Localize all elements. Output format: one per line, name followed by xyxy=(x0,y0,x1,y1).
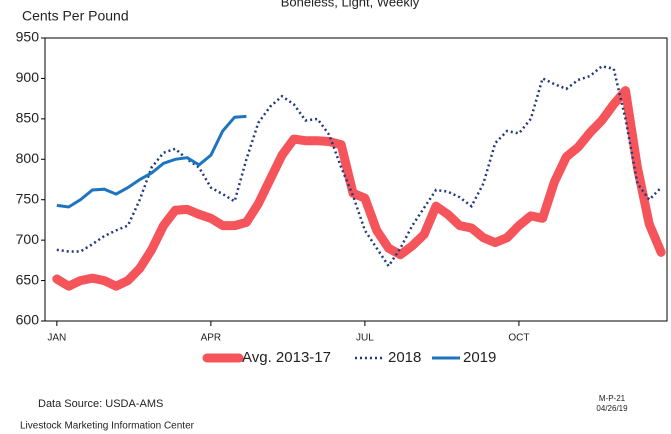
y-tick-label: 950 xyxy=(16,29,40,45)
y-tick-label: 900 xyxy=(16,69,40,85)
y-tick-label: 750 xyxy=(16,190,40,206)
series-line xyxy=(52,86,666,291)
y-tick-label: 700 xyxy=(16,231,40,247)
series-line xyxy=(56,114,247,209)
y-tick-label: 600 xyxy=(16,312,40,328)
plot-frame xyxy=(44,37,668,322)
chart-title: Boneless, Light, Weekly xyxy=(281,0,420,9)
x-tick-label: JAN xyxy=(47,333,66,344)
legend-label: Avg. 2013-17 xyxy=(242,349,331,366)
legend-label: 2019 xyxy=(463,349,496,366)
x-tick-label: OCT xyxy=(508,333,529,344)
series-line xyxy=(56,64,662,269)
org: Livestock Marketing Information Center xyxy=(20,421,195,432)
y-axis-label: Cents Per Pound xyxy=(22,8,129,24)
x-tick-label: APR xyxy=(201,333,222,344)
y-tick-label: 650 xyxy=(16,271,40,287)
y-tick-label: 850 xyxy=(16,110,40,126)
source: Data Source: USDA-AMS xyxy=(38,398,163,410)
x-tick-label: JUL xyxy=(356,333,374,344)
code: M-P-21 xyxy=(599,394,626,403)
date: 04/26/19 xyxy=(596,404,628,413)
y-tick-label: 800 xyxy=(16,150,40,166)
legend-label: 2018 xyxy=(388,349,421,366)
